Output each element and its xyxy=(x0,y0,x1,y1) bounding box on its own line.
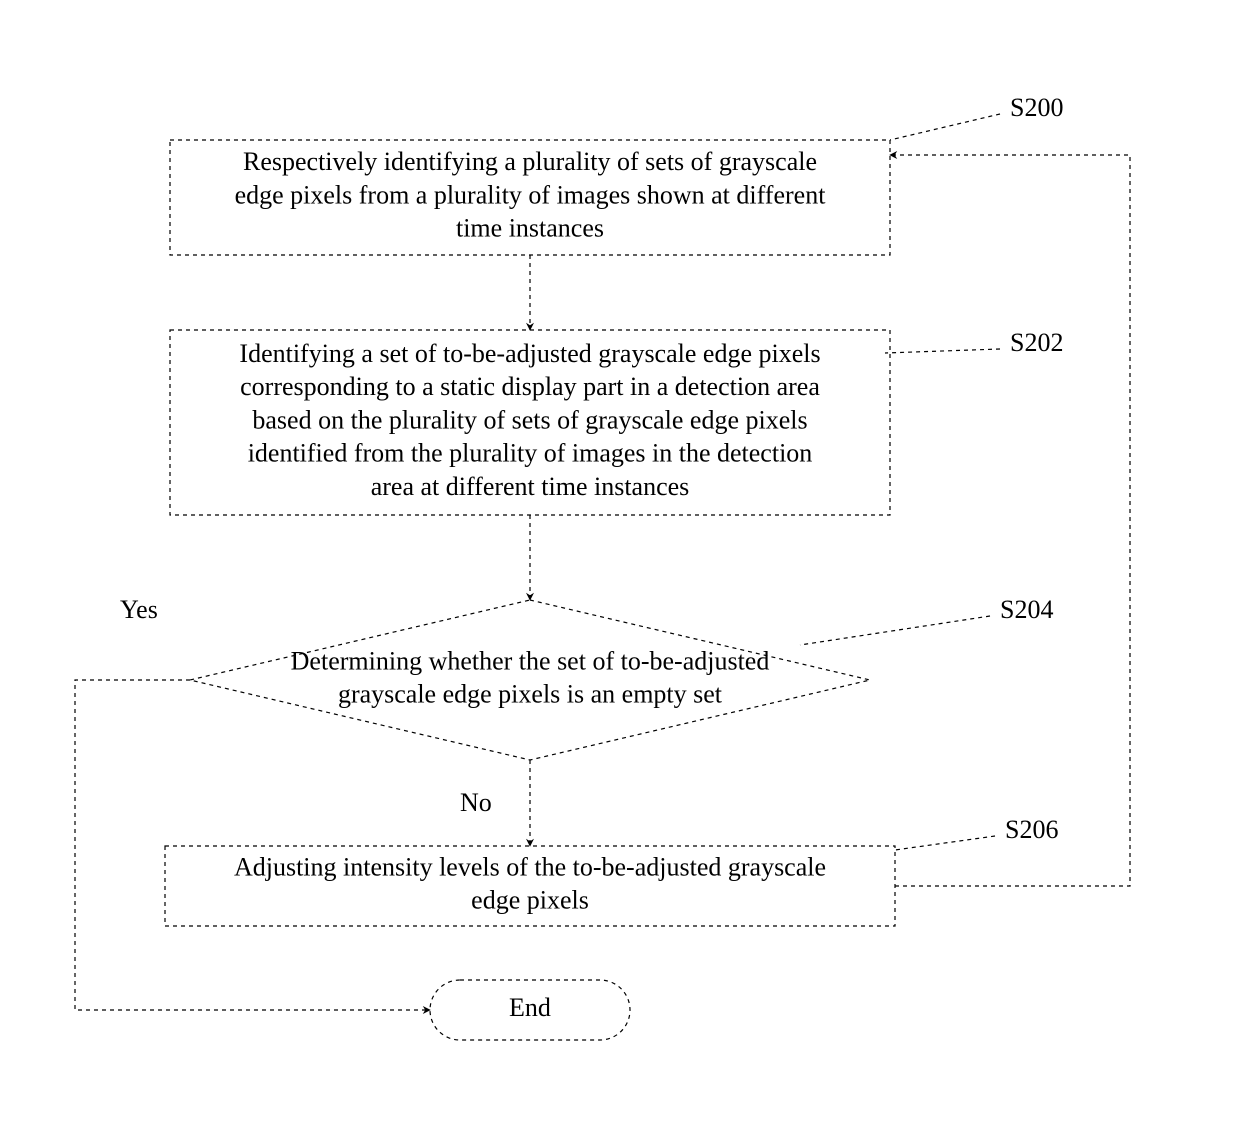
node-s202: Identifying a set of to-be-adjusted gray… xyxy=(170,330,890,515)
branch-label-yes: Yes xyxy=(120,595,158,624)
node-text-line: time instances xyxy=(456,214,604,243)
node-text-line: End xyxy=(509,993,551,1022)
step-label-text: S204 xyxy=(1000,595,1053,624)
node-text-line: based on the plurality of sets of graysc… xyxy=(252,405,807,434)
step-label-s206: S206 xyxy=(895,815,1058,850)
branch-label-no: No xyxy=(460,788,492,817)
step-label-s200: S200 xyxy=(890,93,1063,140)
node-text-line: identified from the plurality of images … xyxy=(248,439,813,468)
node-s200: Respectively identifying a plurality of … xyxy=(170,140,890,255)
node-text-line: Identifying a set of to-be-adjusted gray… xyxy=(239,339,820,368)
step-label-text: S206 xyxy=(1005,815,1058,844)
step-label-text: S200 xyxy=(1010,93,1063,122)
node-text-line: area at different time instances xyxy=(371,472,690,501)
node-text-line: Determining whether the set of to-be-adj… xyxy=(291,646,770,675)
node-text-line: edge pixels xyxy=(471,886,589,915)
node-text-line: grayscale edge pixels is an empty set xyxy=(338,680,723,709)
flowchart-canvas: Respectively identifying a plurality of … xyxy=(0,0,1240,1141)
node-text-line: Adjusting intensity levels of the to-be-… xyxy=(234,852,826,881)
step-label-s204: S204 xyxy=(800,595,1053,645)
node-end: End xyxy=(430,980,630,1040)
e-s206-s200-loop xyxy=(890,155,1130,886)
step-label-s202: S202 xyxy=(885,328,1063,357)
step-label-text: S202 xyxy=(1010,328,1063,357)
node-text-line: corresponding to a static display part i… xyxy=(240,372,820,401)
node-s204: Determining whether the set of to-be-adj… xyxy=(190,600,870,760)
e-s204-end-yes xyxy=(75,680,430,1010)
node-text-line: Respectively identifying a plurality of … xyxy=(243,147,817,176)
node-text-line: edge pixels from a plurality of images s… xyxy=(235,180,827,209)
node-s206: Adjusting intensity levels of the to-be-… xyxy=(165,846,895,926)
